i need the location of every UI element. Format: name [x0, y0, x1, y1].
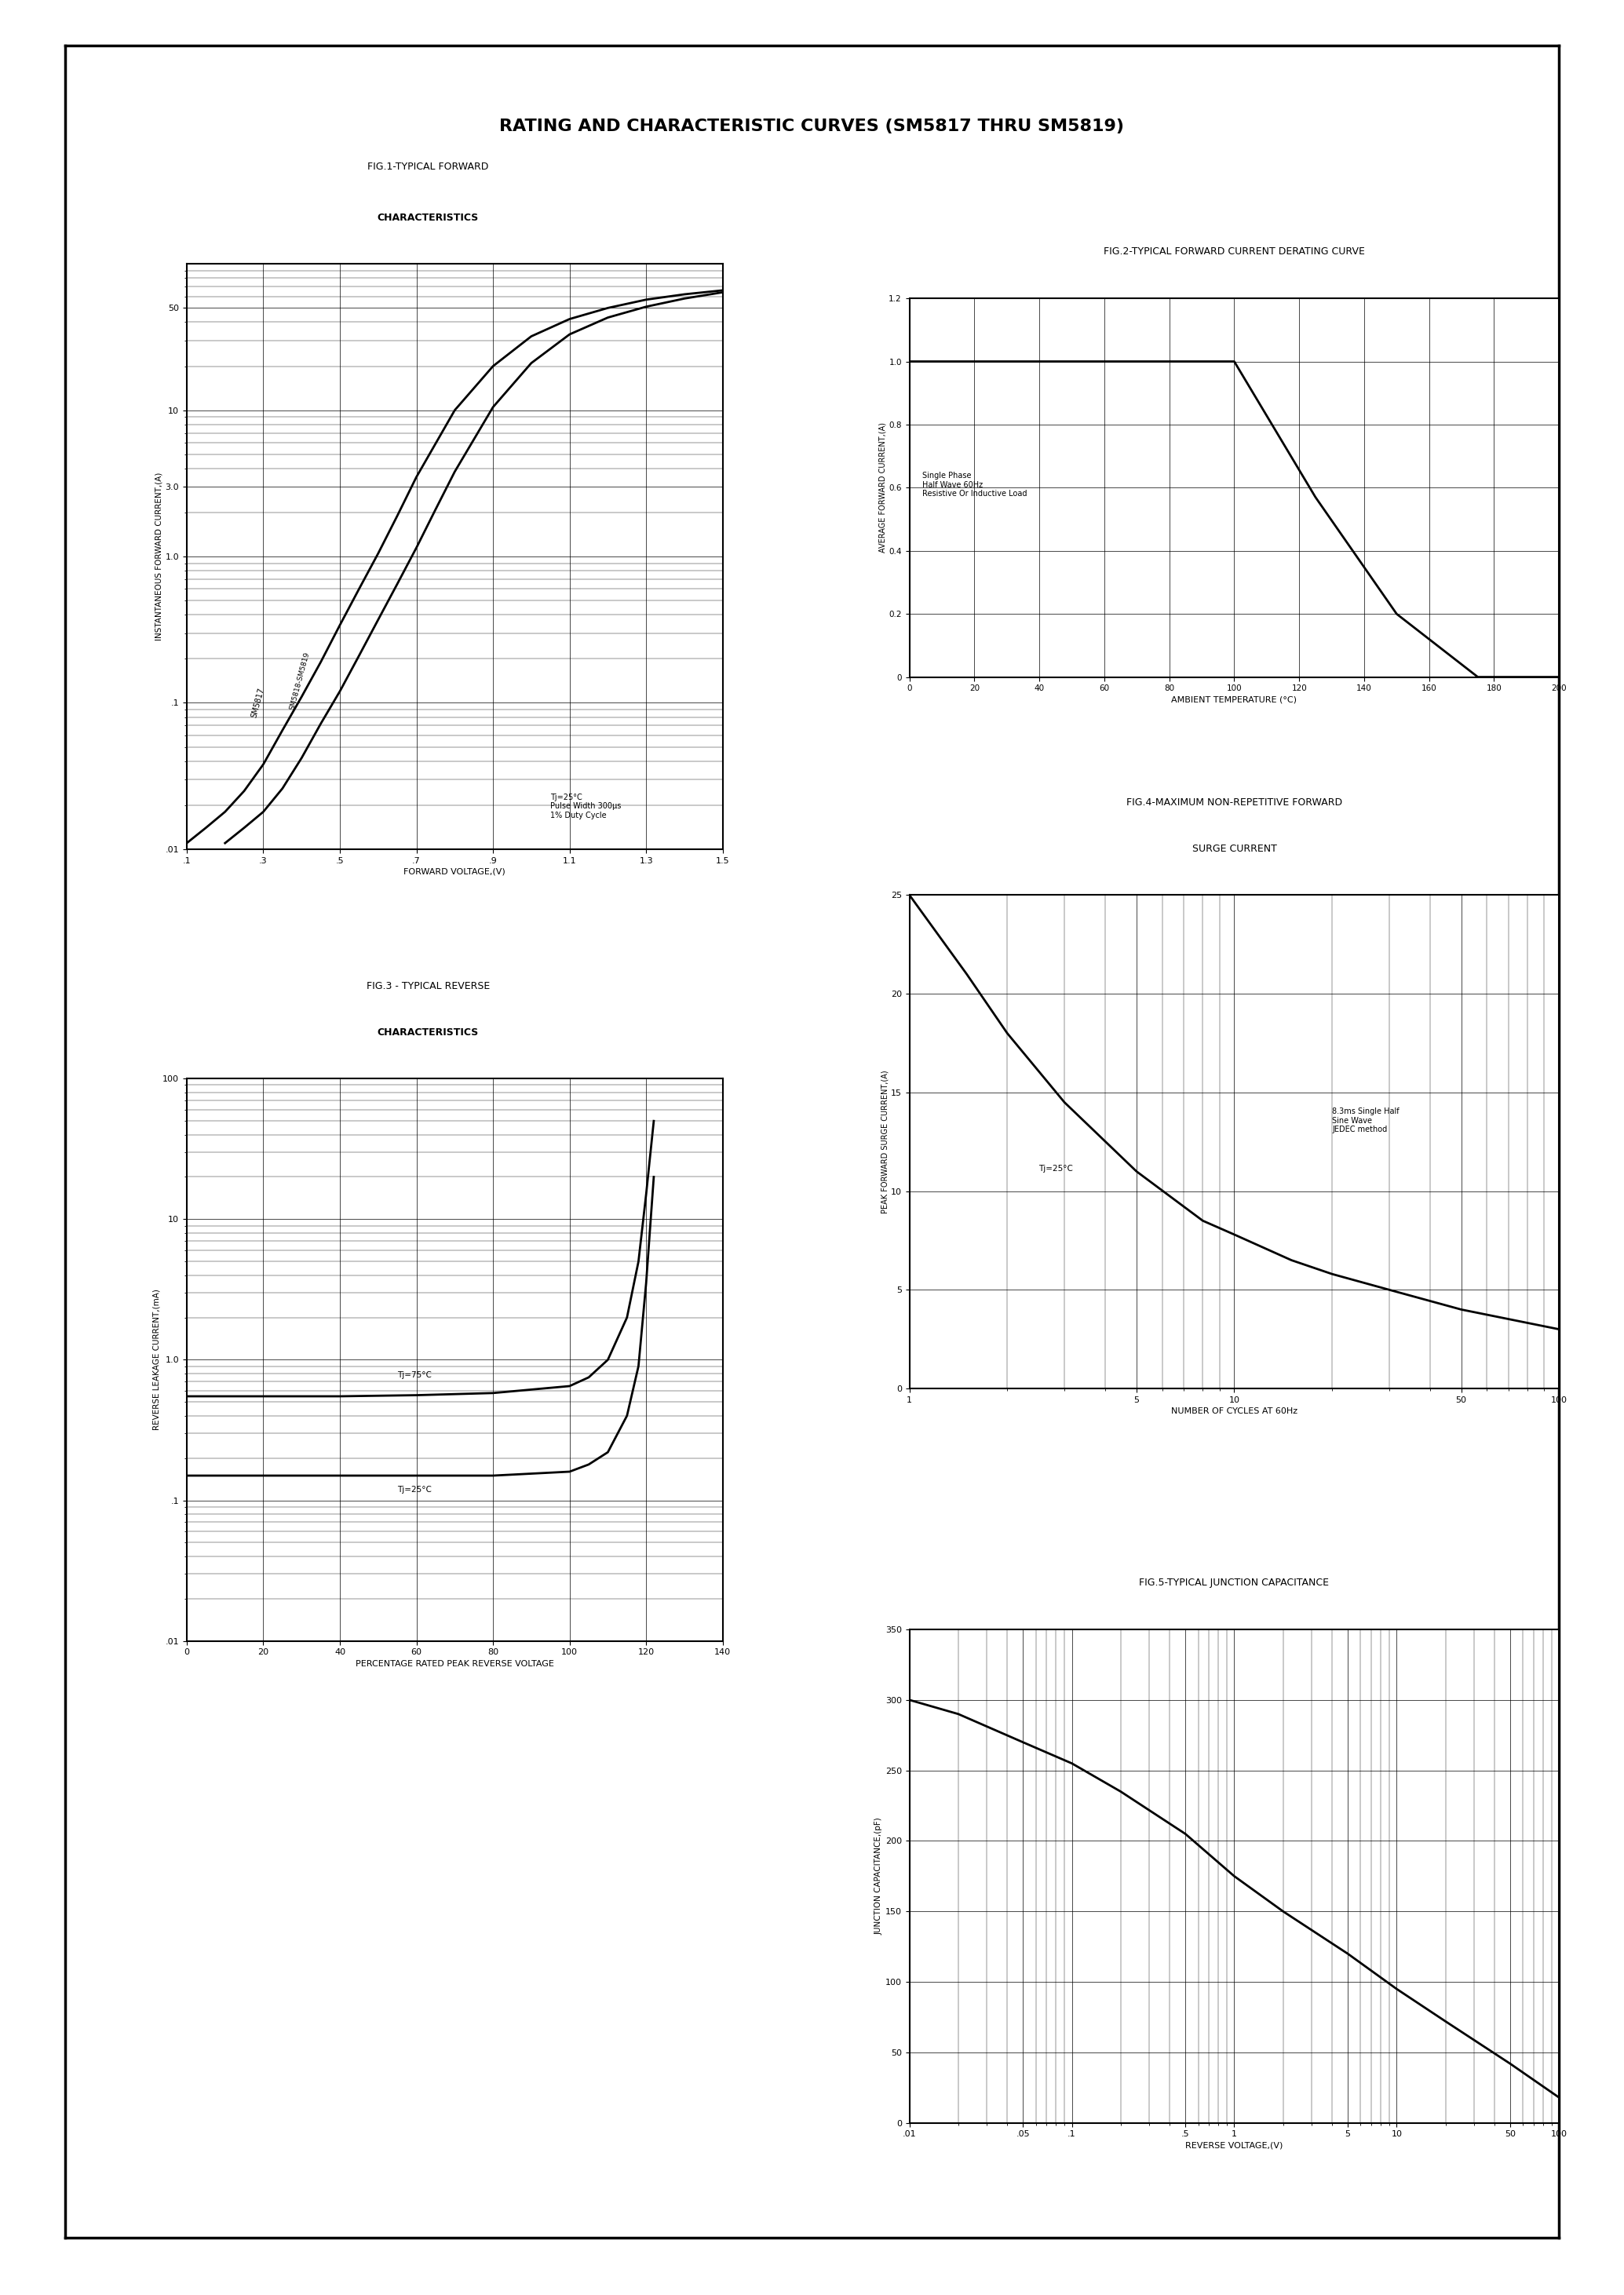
Text: CHARACTERISTICS: CHARACTERISTICS: [377, 213, 479, 223]
Y-axis label: REVERSE LEAKAGE CURRENT,(mA): REVERSE LEAKAGE CURRENT,(mA): [153, 1290, 161, 1430]
Text: Tj=25°C: Tj=25°C: [398, 1485, 432, 1494]
Text: Tj=25°C
Pulse Width 300μs
1% Duty Cycle: Tj=25°C Pulse Width 300μs 1% Duty Cycle: [551, 794, 622, 819]
X-axis label: REVERSE VOLTAGE,(V): REVERSE VOLTAGE,(V): [1186, 2141, 1283, 2150]
Text: 8.3ms Single Half
Sine Wave
JEDEC method: 8.3ms Single Half Sine Wave JEDEC method: [1332, 1108, 1400, 1134]
X-axis label: AMBIENT TEMPERATURE (°C): AMBIENT TEMPERATURE (°C): [1171, 695, 1298, 705]
Text: SM5818-SM5819: SM5818-SM5819: [287, 652, 310, 711]
Text: Single Phase
Half Wave 60Hz
Resistive Or Inductive Load: Single Phase Half Wave 60Hz Resistive Or…: [922, 473, 1028, 498]
X-axis label: NUMBER OF CYCLES AT 60Hz: NUMBER OF CYCLES AT 60Hz: [1171, 1407, 1298, 1416]
Text: FIG.2-TYPICAL FORWARD CURRENT DERATING CURVE: FIG.2-TYPICAL FORWARD CURRENT DERATING C…: [1104, 248, 1364, 257]
Text: FIG.4-MAXIMUM NON-REPETITIVE FORWARD: FIG.4-MAXIMUM NON-REPETITIVE FORWARD: [1127, 799, 1341, 808]
Y-axis label: JUNCTION CAPACITANCE,(pF): JUNCTION CAPACITANCE,(pF): [875, 1818, 883, 1935]
Y-axis label: INSTANTANEOUS FORWARD CURRENT,(A): INSTANTANEOUS FORWARD CURRENT,(A): [156, 473, 162, 640]
Text: SURGE CURRENT: SURGE CURRENT: [1192, 845, 1276, 854]
Text: RATING AND CHARACTERISTIC CURVES (SM5817 THRU SM5819): RATING AND CHARACTERISTIC CURVES (SM5817…: [500, 119, 1124, 133]
Text: SM5817: SM5817: [250, 686, 265, 718]
X-axis label: FORWARD VOLTAGE,(V): FORWARD VOLTAGE,(V): [404, 868, 505, 877]
Y-axis label: PEAK FORWARD SURGE CURRENT,(A): PEAK FORWARD SURGE CURRENT,(A): [880, 1069, 888, 1214]
Text: Tj=25°C: Tj=25°C: [1039, 1166, 1073, 1173]
Text: Tj=75°C: Tj=75°C: [398, 1370, 432, 1379]
Text: FIG.3 - TYPICAL REVERSE: FIG.3 - TYPICAL REVERSE: [365, 982, 490, 991]
Text: FIG.5-TYPICAL JUNCTION CAPACITANCE: FIG.5-TYPICAL JUNCTION CAPACITANCE: [1140, 1579, 1328, 1588]
X-axis label: PERCENTAGE RATED PEAK REVERSE VOLTAGE: PERCENTAGE RATED PEAK REVERSE VOLTAGE: [356, 1659, 554, 1668]
Y-axis label: AVERAGE FORWARD CURRENT,(A): AVERAGE FORWARD CURRENT,(A): [879, 422, 887, 553]
Text: FIG.1-TYPICAL FORWARD: FIG.1-TYPICAL FORWARD: [367, 163, 489, 172]
Text: CHARACTERISTICS: CHARACTERISTICS: [377, 1028, 479, 1037]
